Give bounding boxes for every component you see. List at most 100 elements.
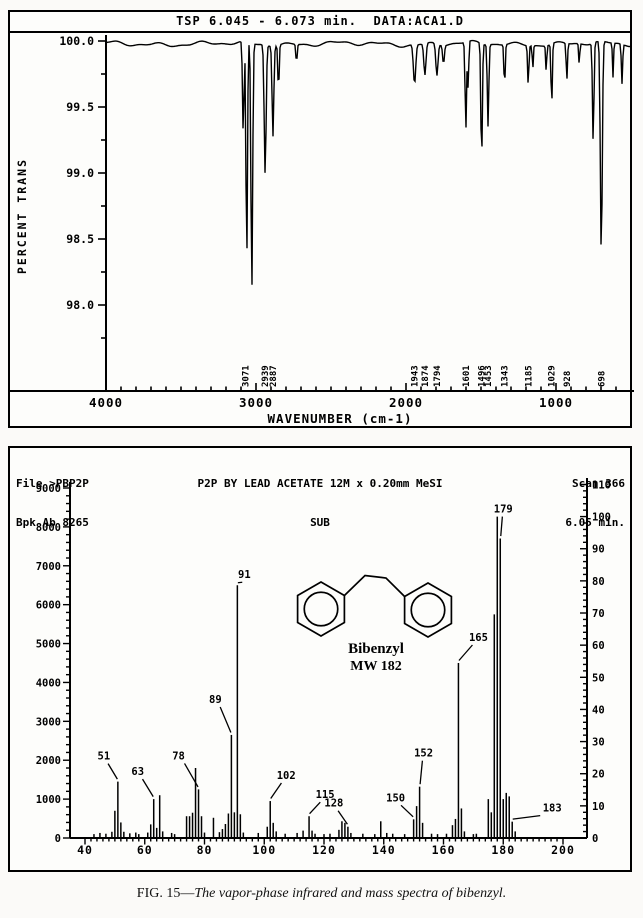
- ir-band-label: 1185: [524, 365, 534, 387]
- ms-basepeak-label: Bpk Ab 8265: [16, 516, 89, 529]
- ms-left-tick-label: 3000: [36, 716, 61, 728]
- ms-x-tick-label: 200: [551, 843, 575, 857]
- ms-peak-label-150: 150: [386, 792, 405, 804]
- ir-x-tick-label: 1000: [539, 395, 573, 410]
- ms-left-tick-label: 6000: [36, 600, 61, 612]
- ms-left-tick-label: 1000: [36, 794, 61, 806]
- ir-band-label: 1601: [462, 365, 472, 387]
- ir-x-tick-label: 3000: [239, 395, 273, 410]
- ms-peak-label-179: 179: [494, 504, 513, 516]
- ir-band-label: 928: [563, 371, 573, 387]
- ir-plot: 100.0 99.5 99.0 98.5 98.0 4000 3000 2000 1000 WAV…: [10, 34, 634, 426]
- ir-band-label: 1794: [433, 365, 443, 387]
- ir-y-tick-label: 98.5: [66, 232, 94, 246]
- ms-peak-label-89: 89: [209, 694, 222, 706]
- ms-right-tick-label: 40: [592, 704, 605, 716]
- ir-axes: [10, 35, 634, 392]
- ir-y-axis-title: PERCENT TRANS: [15, 158, 29, 274]
- ms-plot: 9000800070006000500040003000200010000110…: [36, 478, 611, 857]
- ms-title: P2P BY LEAD ACETATE 12M x 0.20mm MeSI: [197, 477, 443, 490]
- ms-peak-label-152: 152: [414, 748, 433, 760]
- ir-band-label: 1496: [478, 365, 488, 387]
- ms-rt-label: 6.05 min.: [565, 516, 625, 529]
- ms-header-right: Scan 366 6.05 min.: [565, 451, 625, 555]
- molecule-mw: MW 182: [350, 659, 401, 674]
- ir-band-label: 1343: [501, 365, 511, 387]
- ethane-bridge: [343, 574, 406, 598]
- caption-text: The vapor-phase infrared and mass spectr…: [194, 886, 507, 901]
- ms-scan-label: Scan 366: [572, 477, 625, 490]
- bibenzyl-structure: [296, 574, 453, 638]
- ms-right-tick-label: 50: [592, 672, 605, 684]
- ms-peak-label-165: 165: [469, 632, 488, 644]
- caption-number: FIG. 15—: [136, 886, 195, 901]
- ms-left-tick-label: 0: [55, 833, 61, 845]
- ir-band-label: 1453: [484, 365, 494, 387]
- ms-right-tick-label: 10: [592, 801, 605, 813]
- ms-right-tick-label: 20: [592, 769, 605, 781]
- ir-x-tick-label: 4000: [89, 395, 123, 410]
- aromatic-circle: [303, 591, 339, 627]
- ms-left-tick-label: 9000: [36, 483, 61, 495]
- ms-right-tick-label: 70: [592, 608, 605, 620]
- ir-x-axis-title: WAVENUMBER (cm-1): [268, 411, 413, 426]
- mass-spectrum-panel: 9000 8000 7000 6000 5000 4000 3000 2000 1000 0 110…: [8, 446, 632, 872]
- ms-x-tick-label: 80: [197, 843, 213, 857]
- ms-peak-label-51: 51: [98, 751, 111, 763]
- ms-subtitle: SUB: [310, 516, 330, 529]
- ms-peak-label-183: 183: [543, 803, 562, 815]
- ms-right-tick-label: 60: [592, 640, 605, 652]
- ms-x-tick-label: 120: [312, 843, 336, 857]
- ir-y-tick-label: 100.0: [59, 34, 94, 48]
- ms-peak-label-91: 91: [238, 569, 251, 581]
- figure-caption: FIG. 15—The vapor-phase infrared and mas…: [0, 886, 643, 902]
- ir-band-label: 2887: [269, 365, 279, 387]
- ms-x-tick-label: 140: [372, 843, 396, 857]
- molecule-name: Bibenzyl: [348, 641, 404, 657]
- ir-title: TSP 6.045 - 6.073 min. DATA:ACA1.D: [10, 12, 630, 33]
- ms-left-tick-label: 2000: [36, 755, 61, 767]
- ms-right-tick-label: 30: [592, 737, 605, 749]
- ms-left-tick-label: 8000: [36, 522, 61, 534]
- ir-band-label: 3071: [241, 365, 251, 387]
- ms-peak-label-128: 128: [324, 798, 343, 810]
- ir-band-label: 2939: [261, 365, 271, 387]
- ms-right-tick-label: 110: [592, 479, 611, 491]
- ms-peak-label-115: 115: [316, 789, 335, 801]
- ms-x-tick-label: 180: [491, 843, 515, 857]
- ir-band-label: 1943: [411, 365, 421, 387]
- ms-file-label: File >PBP2P: [16, 477, 89, 490]
- ms-header-center: P2P BY LEAD ACETATE 12M x 0.20mm MeSI SU…: [10, 451, 630, 555]
- ms-right-tick-label: 90: [592, 544, 605, 556]
- ms-x-tick-label: 60: [137, 843, 153, 857]
- ms-left-tick-label: 5000: [36, 639, 61, 651]
- ms-header-left: File >PBP2P Bpk Ab 8265: [16, 451, 89, 555]
- ir-spectrum-panel: TSP 6.045 - 6.073 min. DATA:ACA1.D 100.0…: [8, 10, 634, 428]
- ms-x-tick-label: 40: [77, 843, 93, 857]
- ms-peaks: [93, 516, 516, 837]
- ir-curve: [106, 39, 631, 285]
- ms-left-tick-label: 7000: [36, 561, 61, 573]
- ir-ticks: [98, 40, 617, 391]
- ir-band-label: 1874: [421, 365, 431, 387]
- ir-x-tick-label: 2000: [389, 395, 423, 410]
- ir-band-label: 698: [597, 371, 607, 387]
- ms-right-tick-label: 80: [592, 576, 605, 588]
- ms-right-tick-label: 0: [592, 833, 598, 845]
- ms-peak-label-102: 102: [277, 770, 296, 782]
- ms-ticks: [63, 483, 587, 845]
- ms-peak-label-63: 63: [131, 766, 144, 778]
- ms-x-tick-label: 100: [252, 843, 276, 857]
- ir-y-tick-label: 99.0: [66, 166, 94, 180]
- ms-x-tick-label: 160: [432, 843, 456, 857]
- ms-left-tick-label: 4000: [36, 677, 61, 689]
- ir-y-tick-label: 99.5: [66, 100, 94, 114]
- ir-band-label: 1029: [548, 365, 558, 387]
- ms-peak-label-78: 78: [172, 750, 185, 762]
- aromatic-circle: [410, 592, 446, 628]
- ms-right-tick-label: 100: [592, 512, 611, 524]
- ir-y-tick-label: 98.0: [66, 298, 94, 312]
